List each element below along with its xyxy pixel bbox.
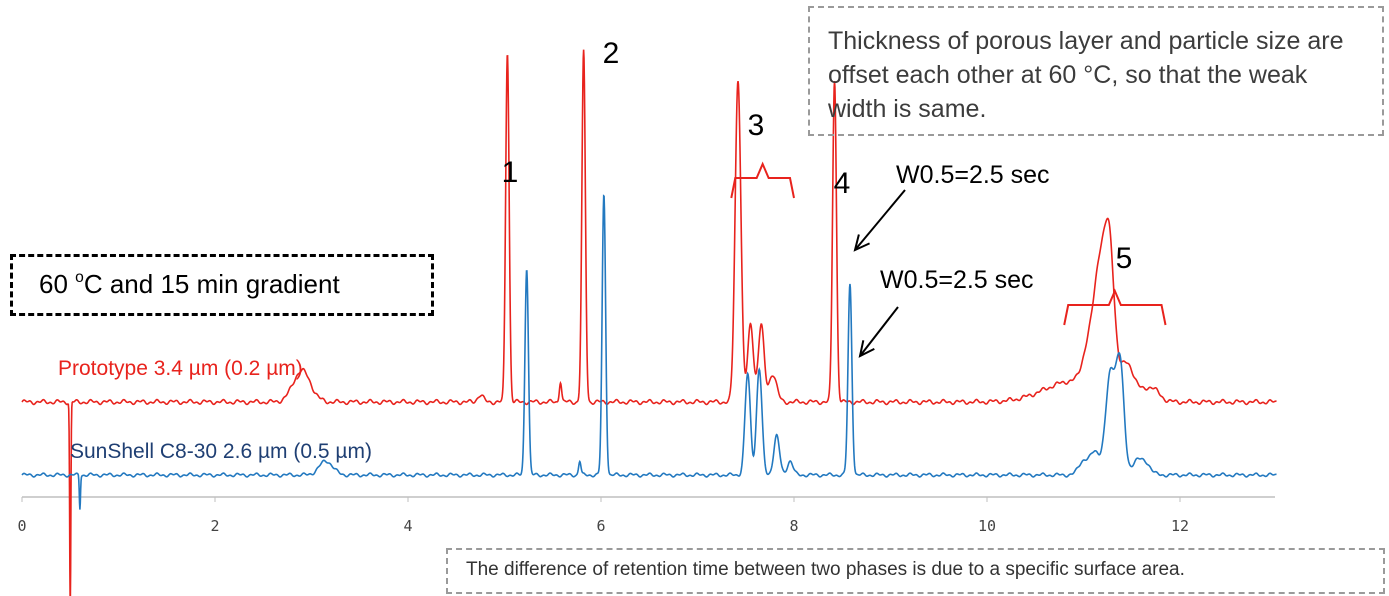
annotation-arrow-line	[859, 306, 899, 357]
series-label-prototype: Prototype 3.4 µm (0.2 µm)	[58, 357, 303, 380]
annotation-arrow-line	[854, 189, 906, 251]
annotation-arrow-head	[858, 340, 875, 358]
note-bottom-box: The difference of retention time between…	[446, 548, 1385, 594]
peak-number-label: 3	[748, 109, 765, 142]
degree-superscript: o	[75, 269, 84, 287]
peak-number-label: 5	[1116, 242, 1133, 275]
series-line-1	[21, 194, 1277, 510]
x-axis: 0 2 4 6 8 10 12	[17, 496, 1275, 535]
note-top-box: Thickness of porous layer and particle s…	[808, 6, 1384, 136]
peak-group-bracket	[1063, 288, 1167, 326]
x-tick-label: 0	[17, 517, 26, 535]
x-tick-label: 10	[978, 517, 996, 535]
width-annotation-label: W0.5=2.5 sec	[880, 266, 1034, 294]
condition-text-pre: 60	[39, 269, 76, 299]
label-layer: Prototype 3.4 µm (0.2 µm) SunShell C8-30 …	[58, 37, 1167, 463]
peak-number-label: 4	[834, 167, 851, 200]
x-tick-label: 6	[596, 517, 605, 535]
x-tick-label: 2	[210, 517, 219, 535]
x-tick-label: 12	[1171, 517, 1189, 535]
series-line-0	[21, 49, 1277, 596]
note-bottom-text: The difference of retention time between…	[466, 559, 1185, 580]
peak-number-label: 2	[603, 37, 620, 70]
condition-text-post: C and 15 min gradient	[83, 269, 340, 299]
note-top-text: Thickness of porous layer and particle s…	[828, 27, 1344, 123]
series-label-sunshell: SunShell C8-30 2.6 µm (0.5 µm)	[70, 440, 372, 463]
x-tick-label: 4	[403, 517, 412, 535]
peak-number-label: 1	[502, 156, 519, 189]
annotation-arrow-head	[853, 234, 870, 252]
x-tick-label: 8	[789, 517, 798, 535]
series-layer	[21, 49, 1277, 596]
condition-box: 60 oC and 15 min gradient	[10, 254, 434, 316]
peak-group-bracket	[730, 161, 795, 199]
width-annotation-label: W0.5=2.5 sec	[896, 161, 1050, 189]
